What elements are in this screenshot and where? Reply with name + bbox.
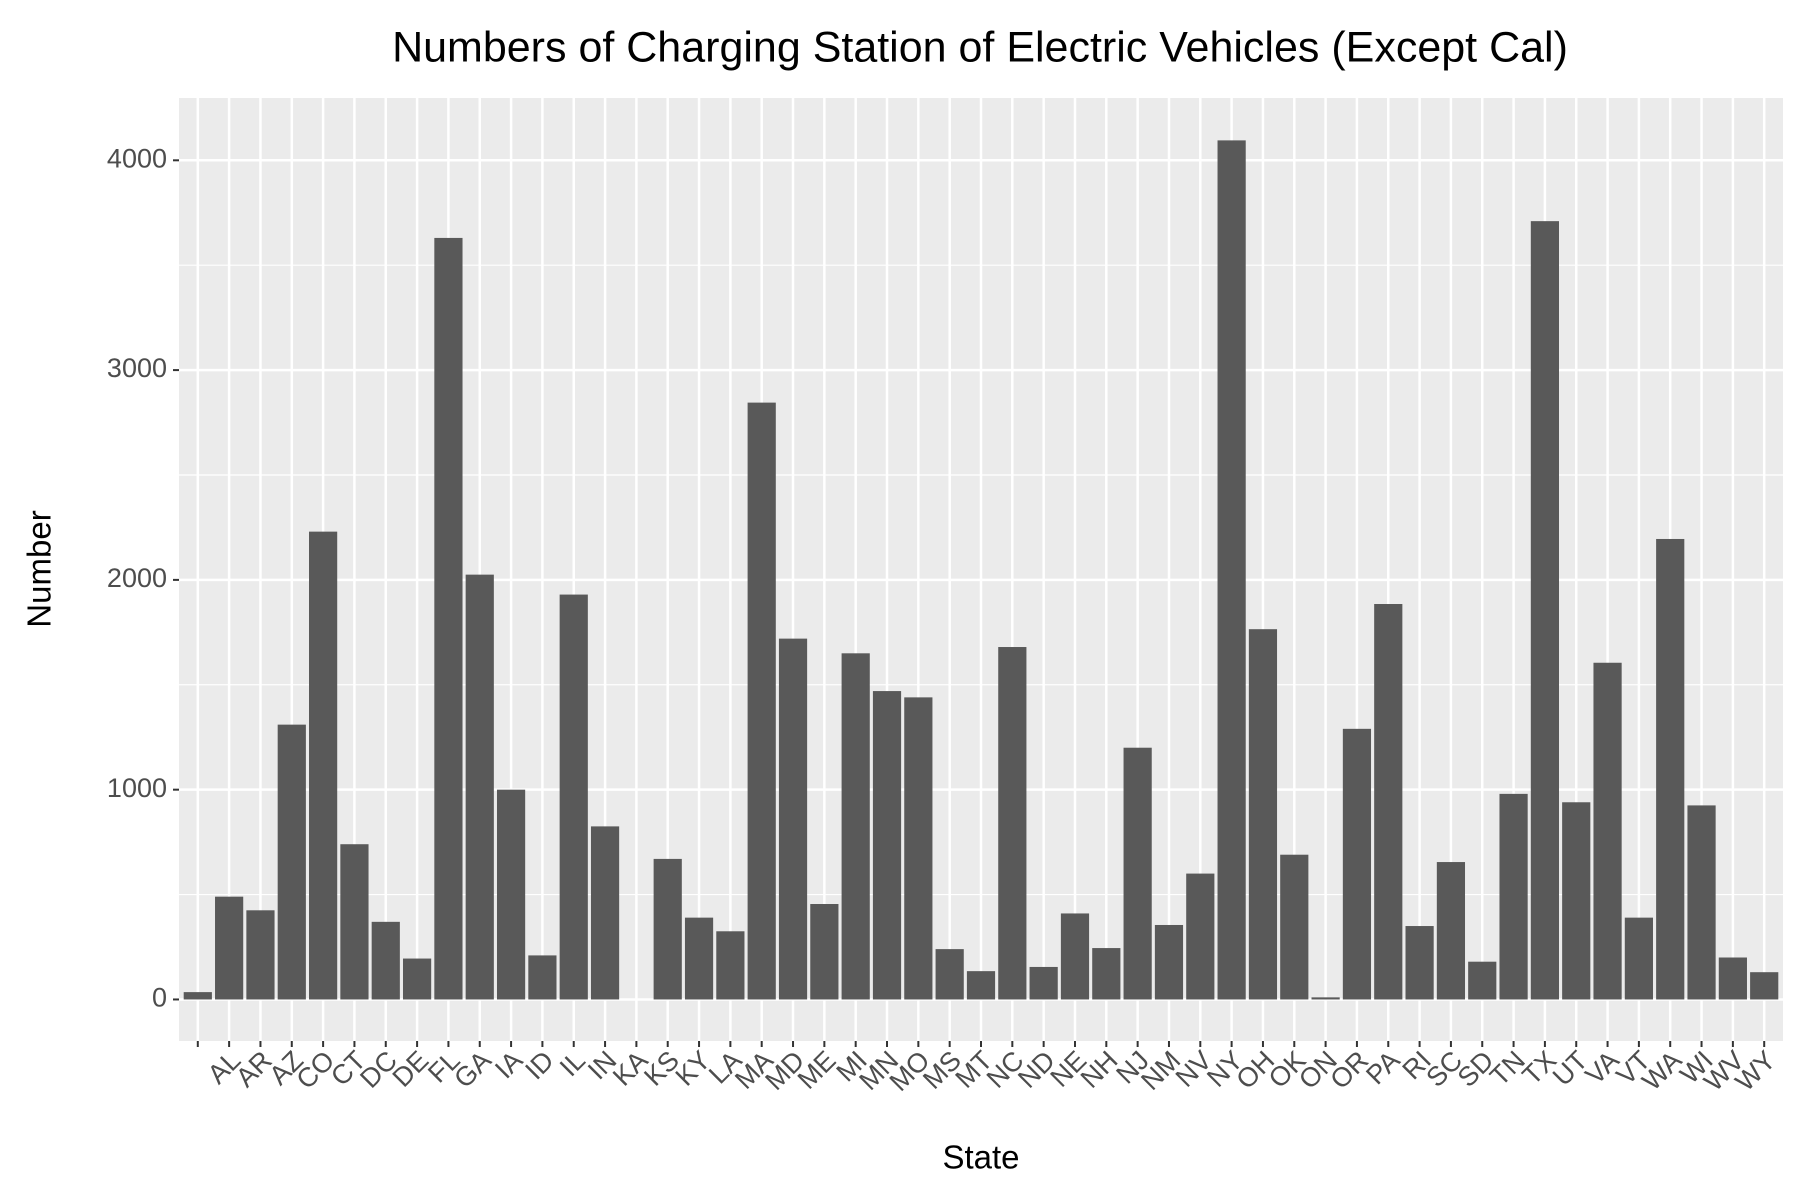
bar (371, 921, 400, 1000)
y-tick-label: 3000 (107, 353, 167, 383)
bar (1656, 538, 1685, 1000)
bar (277, 724, 306, 1000)
bar (309, 531, 338, 1000)
chart-title: Numbers of Charging Station of Electric … (392, 23, 1568, 71)
bar (1593, 662, 1622, 1000)
y-tick-label: 1000 (107, 773, 167, 803)
bar (434, 237, 463, 1000)
bar (653, 858, 682, 1000)
bar (1342, 728, 1372, 1000)
y-axis-label: Number (21, 510, 58, 627)
bar (1217, 140, 1246, 1000)
bar (1687, 805, 1716, 1000)
bar (684, 917, 714, 1000)
bar (246, 910, 275, 1000)
bar (935, 949, 964, 1000)
bar (1154, 924, 1184, 1000)
bar (1436, 862, 1466, 1000)
bar (778, 638, 808, 1000)
bar (1092, 948, 1121, 1000)
bar (872, 691, 902, 1000)
bar (966, 971, 996, 1000)
bar (841, 653, 870, 1000)
bar (810, 904, 839, 1000)
bar (1530, 221, 1560, 1000)
x-tick-label: GA (448, 1045, 497, 1094)
bar (496, 789, 526, 1000)
bar (747, 402, 776, 1000)
bar (1060, 913, 1090, 1000)
y-tick-label: 2000 (107, 563, 167, 593)
bar (904, 697, 933, 1000)
bar (1405, 926, 1434, 1000)
x-axis-label: State (942, 1139, 1019, 1176)
bar (590, 826, 620, 1000)
bar (215, 896, 244, 1000)
bar (998, 647, 1027, 1000)
bar (528, 955, 557, 1000)
bar (1123, 747, 1152, 1000)
bar (1280, 854, 1309, 1000)
bar (716, 931, 745, 1000)
bar (559, 594, 588, 1000)
x-tick-label: ID (519, 1045, 559, 1085)
bar (1468, 961, 1497, 1000)
y-tick-label: 0 (152, 983, 167, 1013)
bar (1624, 917, 1653, 1000)
bar (465, 574, 494, 1000)
bar (1311, 997, 1340, 1000)
bar (1499, 793, 1528, 1000)
bar (183, 992, 212, 1000)
bar (1750, 972, 1779, 1000)
bar (1186, 873, 1215, 1000)
bar (1718, 957, 1747, 1000)
bar (340, 844, 369, 1000)
bar (402, 958, 432, 1000)
bar (1374, 604, 1403, 1000)
bar (1248, 629, 1278, 1000)
bar (1562, 802, 1591, 1000)
y-tick-label: 4000 (107, 143, 167, 173)
x-tick-label: WY (1730, 1045, 1782, 1097)
bar (1029, 966, 1058, 1000)
